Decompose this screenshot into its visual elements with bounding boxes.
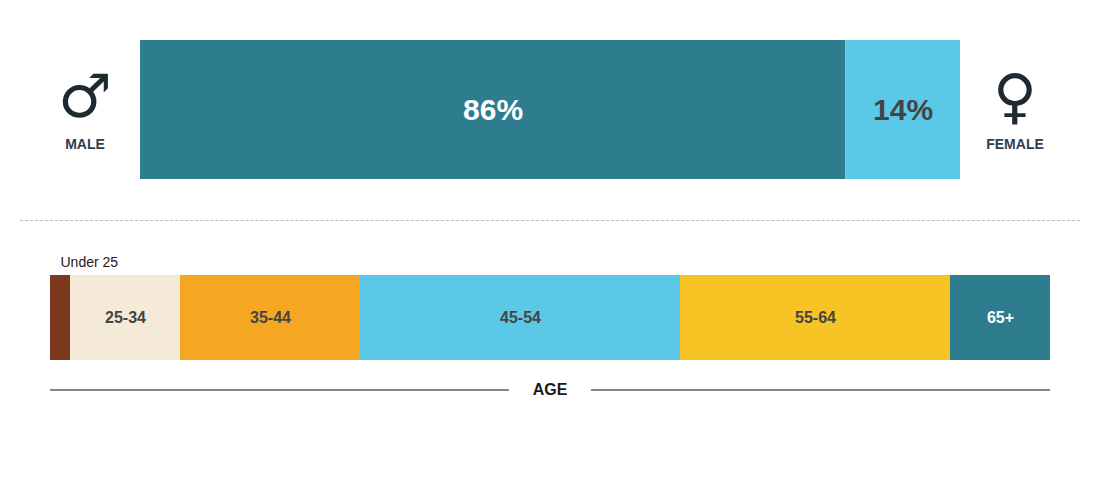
html-text:AGE: AGE [532, 381, 568, 398]
svg-text:25-34: 25-34 [105, 309, 146, 326]
html-text:FEMALE: FEMALE [986, 136, 1044, 152]
svg-text:35-44: 35-44 [250, 309, 291, 326]
svg-text:55-64: 55-64 [795, 309, 836, 326]
svg-text:Under 25: Under 25 [61, 254, 119, 270]
svg-text:65+: 65+ [987, 309, 1014, 326]
html-text:MALE: MALE [65, 136, 105, 152]
svg-text:14%: 14% [873, 93, 933, 126]
svg-text:86%: 86% [463, 93, 523, 126]
svg-text:45-54: 45-54 [500, 309, 541, 326]
